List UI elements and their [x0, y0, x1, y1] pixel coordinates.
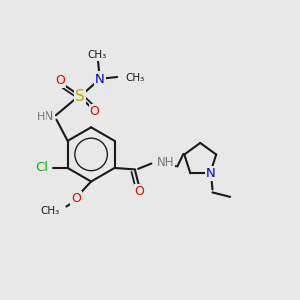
Text: O: O — [55, 74, 65, 87]
Text: CH₃: CH₃ — [40, 206, 60, 216]
Text: NH: NH — [157, 157, 174, 169]
Text: O: O — [89, 105, 99, 118]
Text: N: N — [206, 167, 216, 180]
Text: Cl: Cl — [35, 161, 48, 175]
Text: CH₃: CH₃ — [88, 50, 107, 61]
Text: O: O — [135, 185, 145, 198]
Text: N: N — [95, 73, 105, 85]
Text: O: O — [71, 192, 81, 205]
Text: N: N — [44, 110, 53, 123]
Text: S: S — [75, 88, 85, 104]
Text: CH₃: CH₃ — [125, 73, 144, 82]
Text: H: H — [37, 112, 45, 122]
